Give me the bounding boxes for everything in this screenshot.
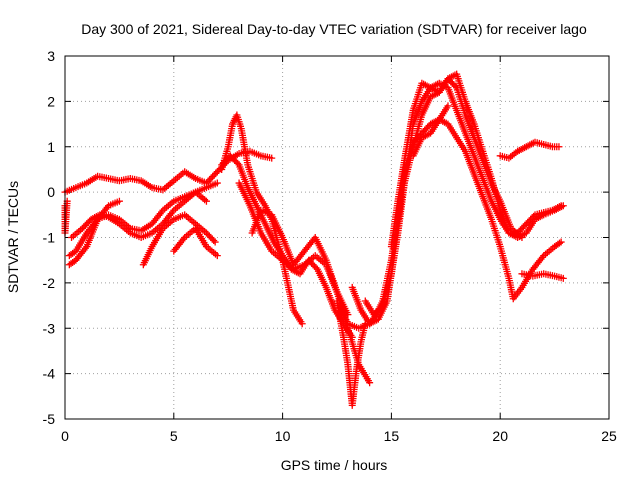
data-point bbox=[366, 379, 374, 387]
chart-title: Day 300 of 2021, Sidereal Day-to-day VTE… bbox=[81, 21, 587, 37]
series-track-5 bbox=[139, 211, 219, 269]
data-point bbox=[377, 303, 385, 311]
plot-frame bbox=[64, 55, 610, 420]
data-point bbox=[559, 274, 567, 282]
series-track-2 bbox=[65, 188, 210, 260]
data-point bbox=[212, 169, 220, 177]
data-point bbox=[213, 179, 221, 187]
data-point bbox=[213, 252, 221, 260]
series-track-18 bbox=[518, 270, 567, 282]
data-points bbox=[61, 70, 567, 409]
y-tick-label: 1 bbox=[47, 139, 55, 155]
y-tick-label: -1 bbox=[43, 230, 56, 246]
data-point bbox=[210, 237, 218, 245]
series-track-19 bbox=[61, 197, 71, 237]
x-tick-label: 15 bbox=[384, 428, 400, 444]
grid bbox=[65, 56, 609, 419]
data-point bbox=[210, 171, 218, 179]
data-point bbox=[207, 174, 215, 182]
data-point bbox=[115, 197, 123, 205]
data-point bbox=[202, 197, 210, 205]
data-point bbox=[557, 238, 565, 246]
x-tick-label: 5 bbox=[170, 428, 178, 444]
y-tick-label: -5 bbox=[43, 411, 56, 427]
data-point bbox=[555, 239, 563, 247]
y-tick-label: 3 bbox=[47, 48, 55, 64]
series-track-11 bbox=[333, 297, 369, 409]
y-tick-label: 0 bbox=[47, 184, 55, 200]
data-point bbox=[234, 159, 242, 167]
series-track-15 bbox=[387, 70, 567, 251]
y-tick-label: -4 bbox=[43, 366, 56, 382]
data-point bbox=[298, 320, 306, 328]
data-point bbox=[268, 154, 276, 162]
x-tick-label: 10 bbox=[275, 428, 291, 444]
x-tick-label: 0 bbox=[61, 428, 69, 444]
data-point bbox=[206, 176, 214, 184]
x-tick-label: 25 bbox=[601, 428, 617, 444]
series-track-16 bbox=[409, 102, 452, 160]
data-point bbox=[312, 264, 320, 272]
y-tick-label: -2 bbox=[43, 275, 56, 291]
data-point bbox=[211, 238, 219, 246]
axis-ticks: 0 5 10 15 20 25 -5 -4 -3 -2 -1 0 1 2 3 bbox=[43, 48, 617, 444]
data-point bbox=[451, 82, 459, 90]
y-axis-label: SDTVAR / TECUs bbox=[5, 181, 21, 293]
data-point bbox=[555, 143, 563, 151]
x-axis-label: GPS time / hours bbox=[281, 457, 388, 473]
data-point bbox=[444, 102, 452, 110]
y-tick-label: -3 bbox=[43, 320, 56, 336]
series-track-6 bbox=[170, 224, 221, 260]
series-track-13 bbox=[348, 79, 565, 328]
data-point bbox=[559, 202, 567, 210]
series-track-17 bbox=[496, 138, 563, 162]
x-tick-label: 20 bbox=[492, 428, 508, 444]
y-tick-label: 2 bbox=[47, 93, 55, 109]
series-track-4 bbox=[65, 197, 123, 269]
data-point bbox=[209, 173, 217, 181]
data-point bbox=[213, 168, 221, 176]
